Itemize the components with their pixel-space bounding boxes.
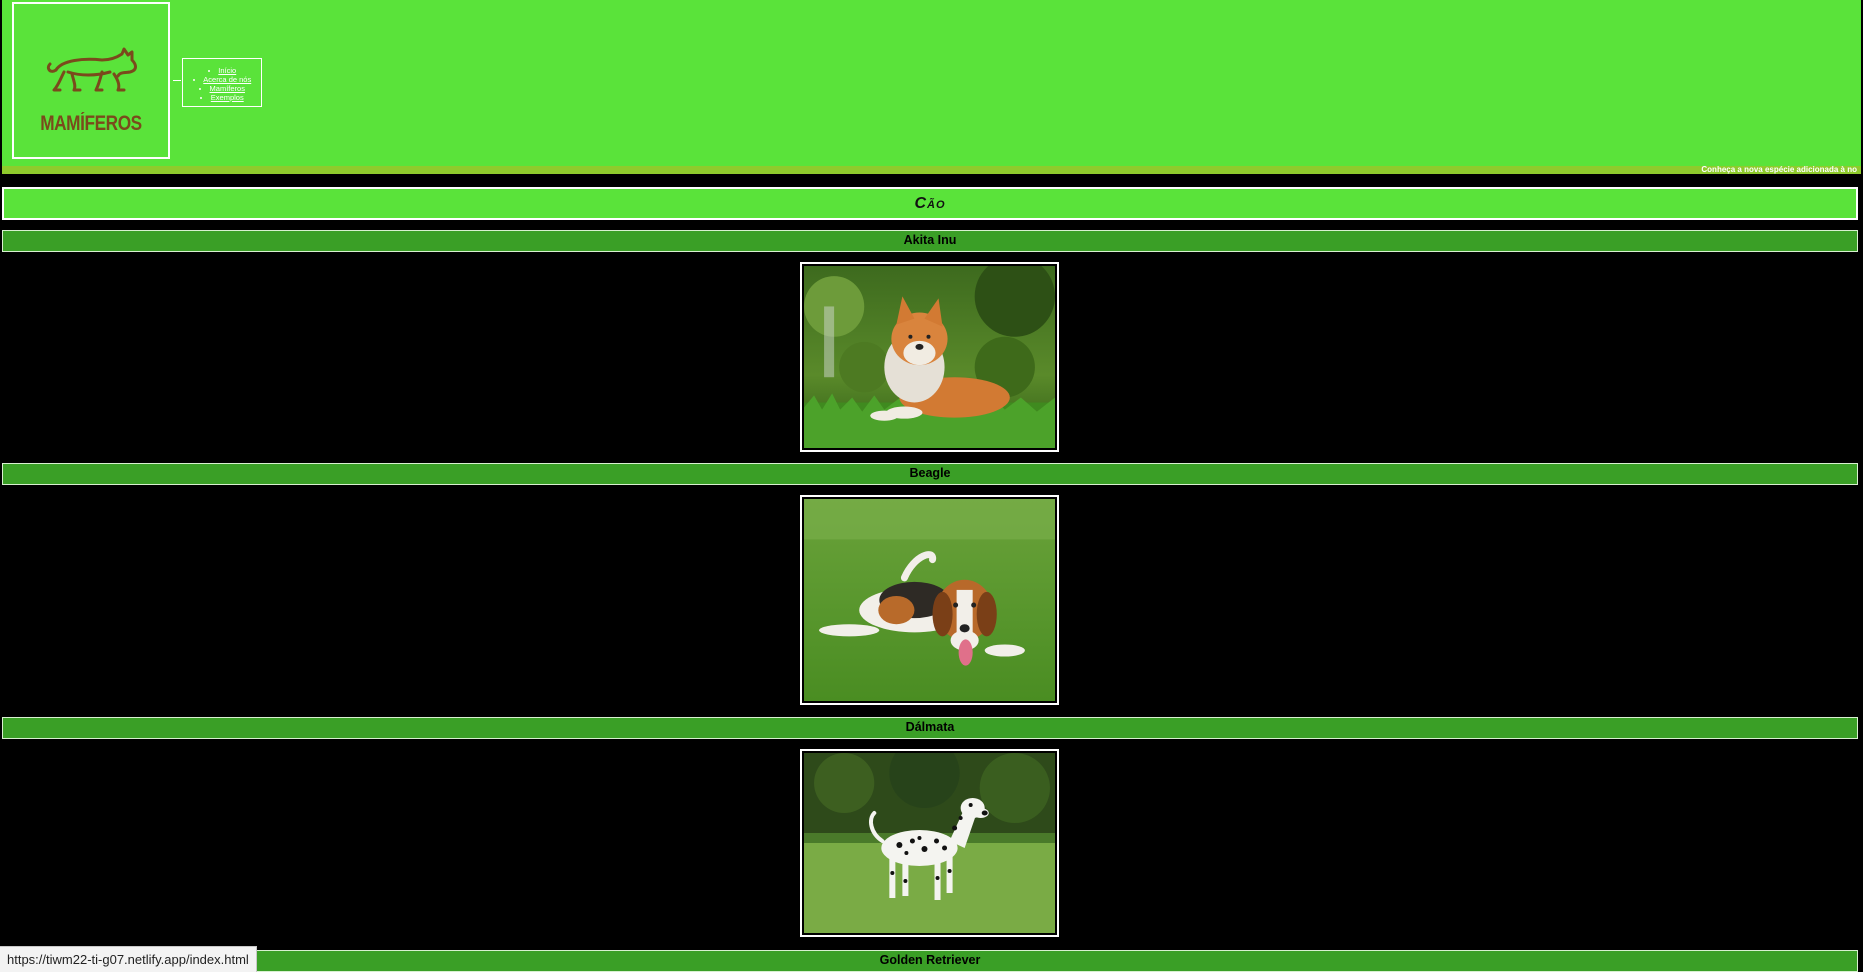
breed-heading-dalmatian: Dálmata bbox=[2, 717, 1858, 739]
breed-heading-beagle: Beagle bbox=[2, 463, 1858, 485]
logo[interactable]: MAMÍFEROS bbox=[12, 2, 170, 159]
beagle-photo bbox=[800, 495, 1059, 705]
dalmatian-dog-image bbox=[804, 753, 1055, 933]
akita-photo bbox=[800, 262, 1059, 452]
nav-item-inicio: Início bbox=[183, 66, 261, 75]
logo-text: MAMÍFEROS bbox=[40, 112, 142, 135]
nav-link-exemplos[interactable]: Exemplos bbox=[210, 93, 244, 102]
nav-item-acerca: Acerca de nós bbox=[183, 75, 261, 84]
nav-link-acerca[interactable]: Acerca de nós bbox=[203, 75, 252, 84]
breed-heading-golden-retriever: Golden Retriever bbox=[2, 950, 1858, 972]
section-title: Cão bbox=[2, 187, 1858, 220]
nav-link-mamiferos[interactable]: Mamíferos bbox=[209, 84, 245, 93]
news-ticker: Conheça a nova espécie adicionada à no bbox=[2, 165, 1861, 174]
akita-dog-image bbox=[804, 266, 1055, 448]
dalmatian-photo bbox=[800, 749, 1059, 937]
nav-link-inicio[interactable]: Início bbox=[218, 66, 237, 75]
nav-connector bbox=[173, 80, 181, 81]
cat-logo-icon bbox=[46, 47, 137, 92]
nav-item-exemplos: Exemplos bbox=[183, 93, 261, 102]
beagle-dog-image bbox=[804, 499, 1055, 701]
breed-heading-akita: Akita Inu bbox=[2, 230, 1858, 252]
status-bar-url: https://tiwm22-ti-g07.netlify.app/index.… bbox=[0, 946, 257, 972]
ticker-text[interactable]: Conheça a nova espécie adicionada à no bbox=[1701, 165, 1857, 174]
main-nav: Início Acerca de nós Mamíferos Exemplos bbox=[182, 58, 262, 107]
site-header: MAMÍFEROS Início Acerca de nós Mamíferos… bbox=[2, 0, 1861, 166]
nav-item-mamiferos: Mamíferos bbox=[183, 84, 261, 93]
